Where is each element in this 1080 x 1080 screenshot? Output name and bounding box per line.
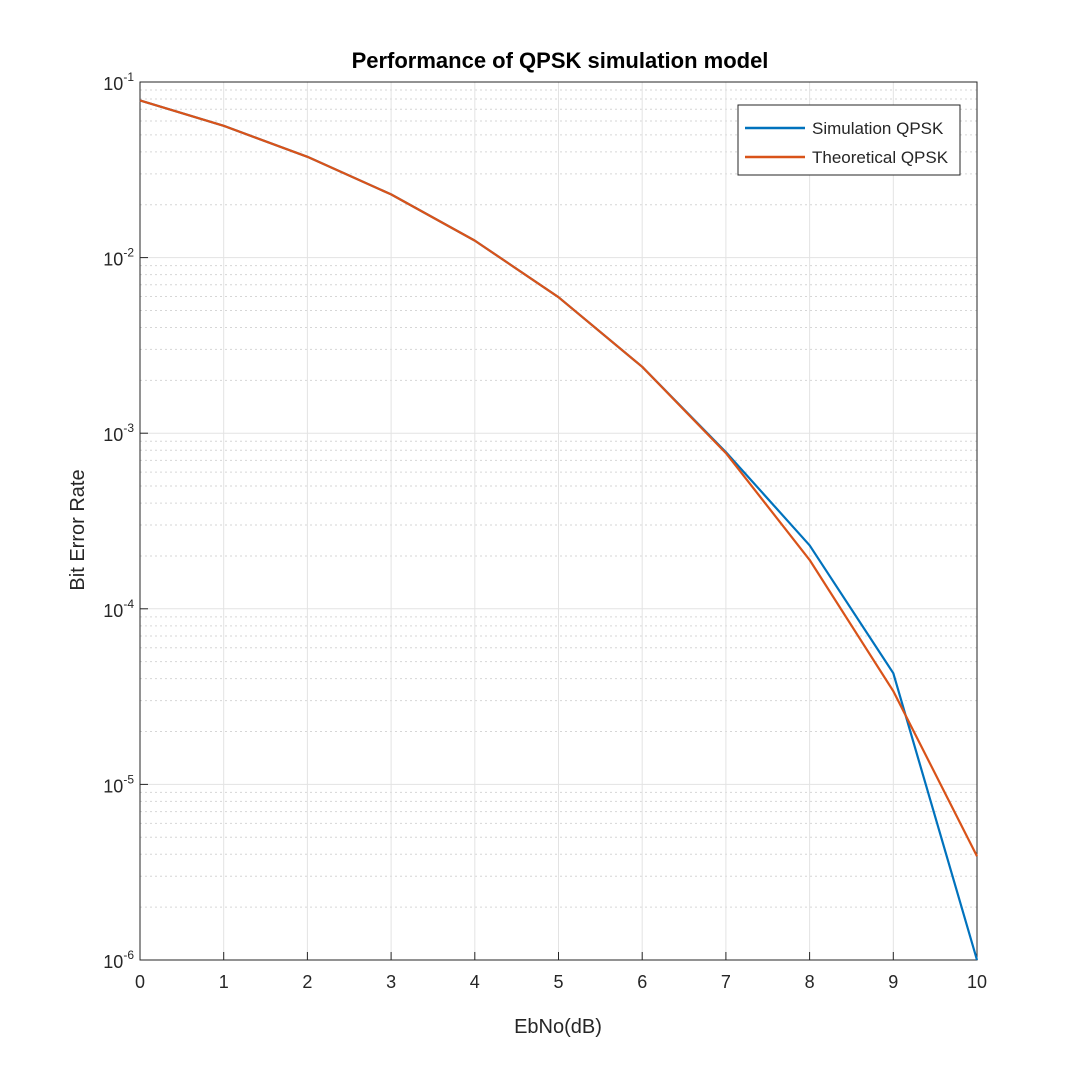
x-tick-label: 4 [470, 972, 480, 992]
legend-box [737, 104, 961, 176]
legend: Simulation QPSK Theoretical QPSK [737, 104, 961, 176]
grid [139, 81, 978, 961]
x-tick-label: 3 [386, 972, 396, 992]
series-line-theoretical-qpsk [139, 99, 978, 857]
y-tick-label: 10-6 [103, 948, 134, 972]
x-tick-label: 6 [637, 972, 647, 992]
legend-label-simulation: Simulation QPSK [812, 119, 944, 138]
x-tick-label: 0 [135, 972, 145, 992]
x-tick-label: 9 [888, 972, 898, 992]
y-tick-label: 10-5 [103, 772, 134, 796]
ticks: 0 1 2 3 4 5 6 7 8 9 10 10-1 10-2 10-3 10-4 10-5 10-6 [103, 70, 987, 992]
y-tick-label: 10-1 [103, 70, 134, 94]
x-tick-label: 1 [219, 972, 229, 992]
y-tick-label: 10-2 [103, 246, 134, 270]
x-axis-label: EbNo(dB) [514, 1016, 602, 1038]
x-tick-label: 5 [553, 972, 563, 992]
x-tick-label: 10 [967, 972, 987, 992]
y-axis-label: Bit Error Rate [67, 469, 89, 590]
chart-title: Performance of QPSK simulation model [352, 48, 769, 73]
y-tick-label: 10-3 [103, 421, 134, 445]
y-tick-label: 10-4 [103, 597, 134, 621]
series-lines [139, 99, 979, 961]
legend-label-theoretical: Theoretical QPSK [812, 148, 949, 167]
x-tick-label: 2 [302, 972, 312, 992]
x-tick-label: 7 [721, 972, 731, 992]
x-tick-label: 8 [805, 972, 815, 992]
